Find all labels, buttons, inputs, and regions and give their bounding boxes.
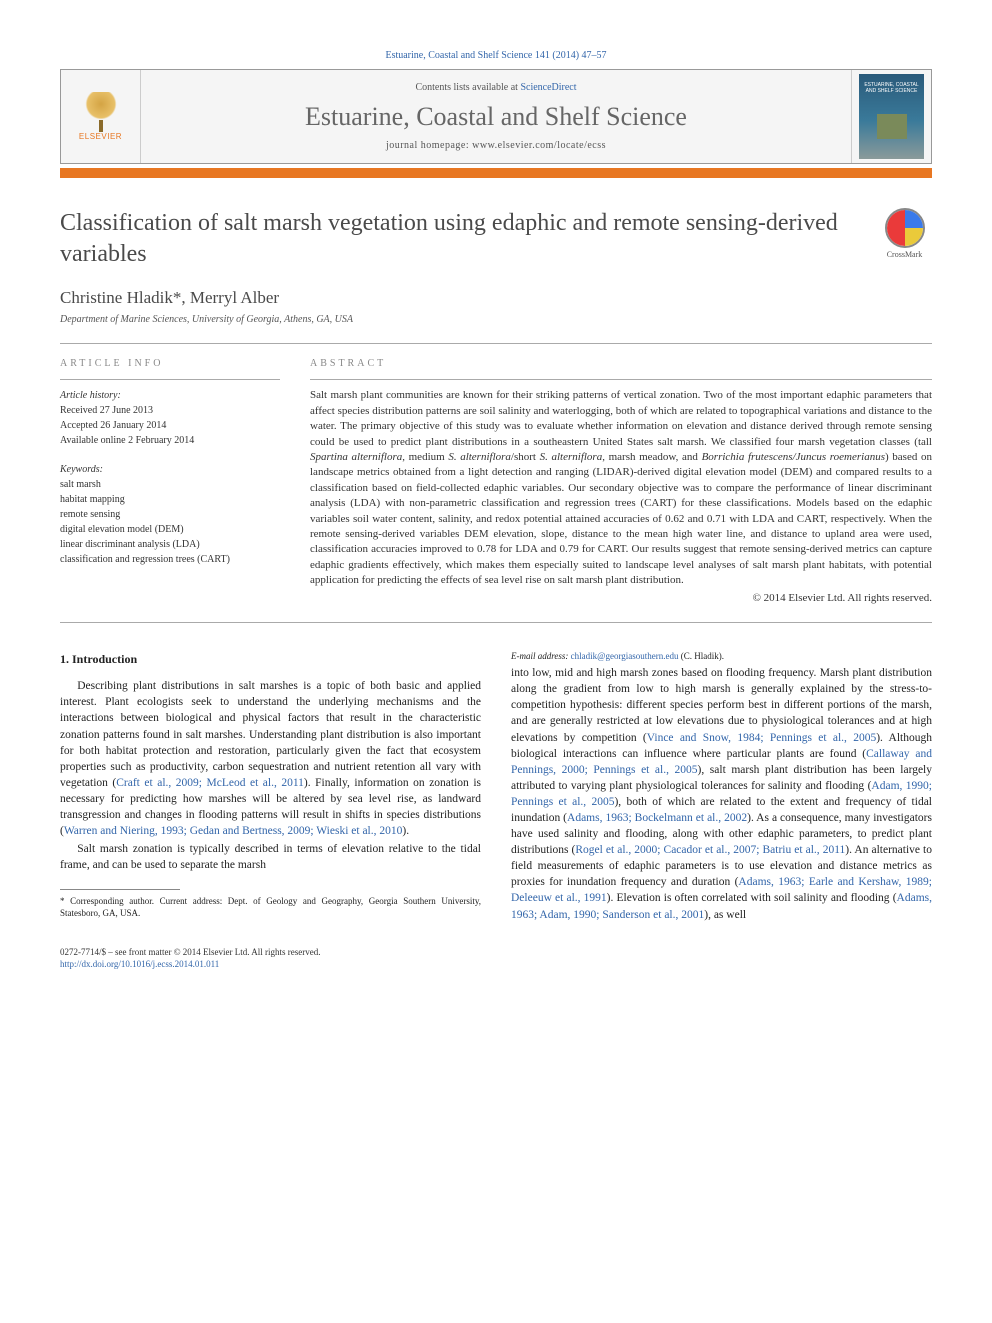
email-label: E-mail address:	[511, 651, 571, 661]
corresponding-author-note: * Corresponding author. Current address:…	[60, 896, 481, 919]
abstract-heading: ABSTRACT	[310, 358, 932, 369]
received-date: Received 27 June 2013	[60, 403, 280, 418]
abstract-p2: , medium	[402, 451, 448, 463]
email-note: E-mail address: chladik@georgiasouthern.…	[511, 651, 932, 663]
abstract-i1: Spartina alterniflora	[310, 451, 402, 463]
keywords-block: Keywords: salt marsh habitat mapping rem…	[60, 462, 280, 567]
abstract-i4: Borrichia frutescens/Juncus roemerianus	[702, 451, 885, 463]
citation-link[interactable]: Adams, 1963; Bockelmann et al., 2002	[567, 812, 747, 824]
journal-cover-thumbnail[interactable]: ESTUARINE, COASTAL AND SHELF SCIENCE	[859, 74, 924, 159]
abstract-p1: Salt marsh plant communities are known f…	[310, 389, 932, 447]
abstract-i2: S. alterniflora	[448, 451, 511, 463]
contents-line: Contents lists available at ScienceDirec…	[151, 82, 841, 93]
body-text-columns: 1. Introduction Describing plant distrib…	[60, 651, 932, 923]
crossmark-label: CrossMark	[887, 250, 923, 259]
authors: Christine Hladik*, Merryl Alber	[60, 288, 932, 308]
abstract-p4: , marsh meadow, and	[602, 451, 701, 463]
citation-link[interactable]: Craft et al., 2009; McLeod et al., 2011	[116, 777, 304, 789]
journal-name: Estuarine, Coastal and Shelf Science	[151, 102, 841, 132]
keyword: digital elevation model (DEM)	[60, 522, 280, 537]
abstract-p3: /short	[511, 451, 540, 463]
citation-link[interactable]: Warren and Niering, 1993; Gedan and Bert…	[64, 825, 403, 837]
cover-title: ESTUARINE, COASTAL AND SHELF SCIENCE	[859, 82, 924, 94]
keyword: classification and regression trees (CAR…	[60, 552, 280, 567]
journal-header-box: ELSEVIER Contents lists available at Sci…	[60, 69, 932, 164]
divider-2	[60, 622, 932, 623]
elsevier-tree-icon	[81, 92, 121, 132]
article-title: Classification of salt marsh vegetation …	[60, 208, 857, 270]
abstract-divider	[310, 379, 932, 380]
abstract-i3: S. alterniflora	[540, 451, 603, 463]
email-link[interactable]: chladik@georgiasouthern.edu	[571, 651, 679, 661]
citation-link[interactable]: Rogel et al., 2000; Cacador et al., 2007…	[575, 844, 845, 856]
section-1-heading: 1. Introduction	[60, 651, 481, 668]
citation-link[interactable]: Vince and Snow, 1984; Pennings et al., 2…	[647, 732, 876, 744]
copyright-line: © 2014 Elsevier Ltd. All rights reserved…	[310, 592, 932, 604]
title-row: Classification of salt marsh vegetation …	[60, 208, 932, 270]
abstract-text: Salt marsh plant communities are known f…	[310, 388, 932, 588]
online-date: Available online 2 February 2014	[60, 433, 280, 448]
article-info-column: ARTICLE INFO Article history: Received 2…	[60, 358, 280, 604]
history-label: Article history:	[60, 388, 280, 403]
crossmark-icon	[885, 208, 925, 248]
page-container: Estuarine, Coastal and Shelf Science 141…	[0, 0, 992, 1011]
body-para-3: into low, mid and high marsh zones based…	[511, 665, 932, 923]
body-para-1: Describing plant distributions in salt m…	[60, 678, 481, 839]
keyword: salt marsh	[60, 477, 280, 492]
elsevier-logo[interactable]: ELSEVIER	[76, 89, 126, 144]
contents-prefix: Contents lists available at	[415, 82, 520, 93]
email-suffix: (C. Hladik).	[679, 651, 725, 661]
header-center: Contents lists available at ScienceDirec…	[141, 70, 851, 163]
footnote-separator	[60, 889, 180, 890]
crossmark-badge[interactable]: CrossMark	[877, 208, 932, 259]
article-info-heading: ARTICLE INFO	[60, 358, 280, 369]
body-para-2: Salt marsh zonation is typically describ…	[60, 841, 481, 873]
abstract-column: ABSTRACT Salt marsh plant communities ar…	[310, 358, 932, 604]
keyword: linear discriminant analysis (LDA)	[60, 537, 280, 552]
publisher-logo-area: ELSEVIER	[61, 70, 141, 163]
affiliation: Department of Marine Sciences, Universit…	[60, 314, 932, 325]
orange-divider-bar	[60, 168, 932, 178]
cover-image-icon	[877, 114, 907, 139]
info-divider	[60, 379, 280, 380]
homepage-url[interactable]: www.elsevier.com/locate/ecss	[472, 140, 606, 151]
issn-copyright: 0272-7714/$ – see front matter © 2014 El…	[60, 947, 932, 959]
homepage-line: journal homepage: www.elsevier.com/locat…	[151, 140, 841, 151]
divider-1	[60, 343, 932, 344]
journal-cover-area: ESTUARINE, COASTAL AND SHELF SCIENCE	[851, 70, 931, 163]
citation-line: Estuarine, Coastal and Shelf Science 141…	[60, 50, 932, 61]
accepted-date: Accepted 26 January 2014	[60, 418, 280, 433]
keyword: habitat mapping	[60, 492, 280, 507]
info-abstract-row: ARTICLE INFO Article history: Received 2…	[60, 358, 932, 604]
sciencedirect-link[interactable]: ScienceDirect	[520, 82, 576, 93]
keyword: remote sensing	[60, 507, 280, 522]
keywords-label: Keywords:	[60, 462, 280, 477]
abstract-p5: ) based on landscape metrics obtained fr…	[310, 451, 932, 586]
doi-link[interactable]: http://dx.doi.org/10.1016/j.ecss.2014.01…	[60, 959, 219, 969]
publisher-name: ELSEVIER	[79, 132, 122, 141]
page-footer: 0272-7714/$ – see front matter © 2014 El…	[60, 947, 932, 970]
article-history: Article history: Received 27 June 2013 A…	[60, 388, 280, 448]
homepage-prefix: journal homepage:	[386, 140, 472, 151]
